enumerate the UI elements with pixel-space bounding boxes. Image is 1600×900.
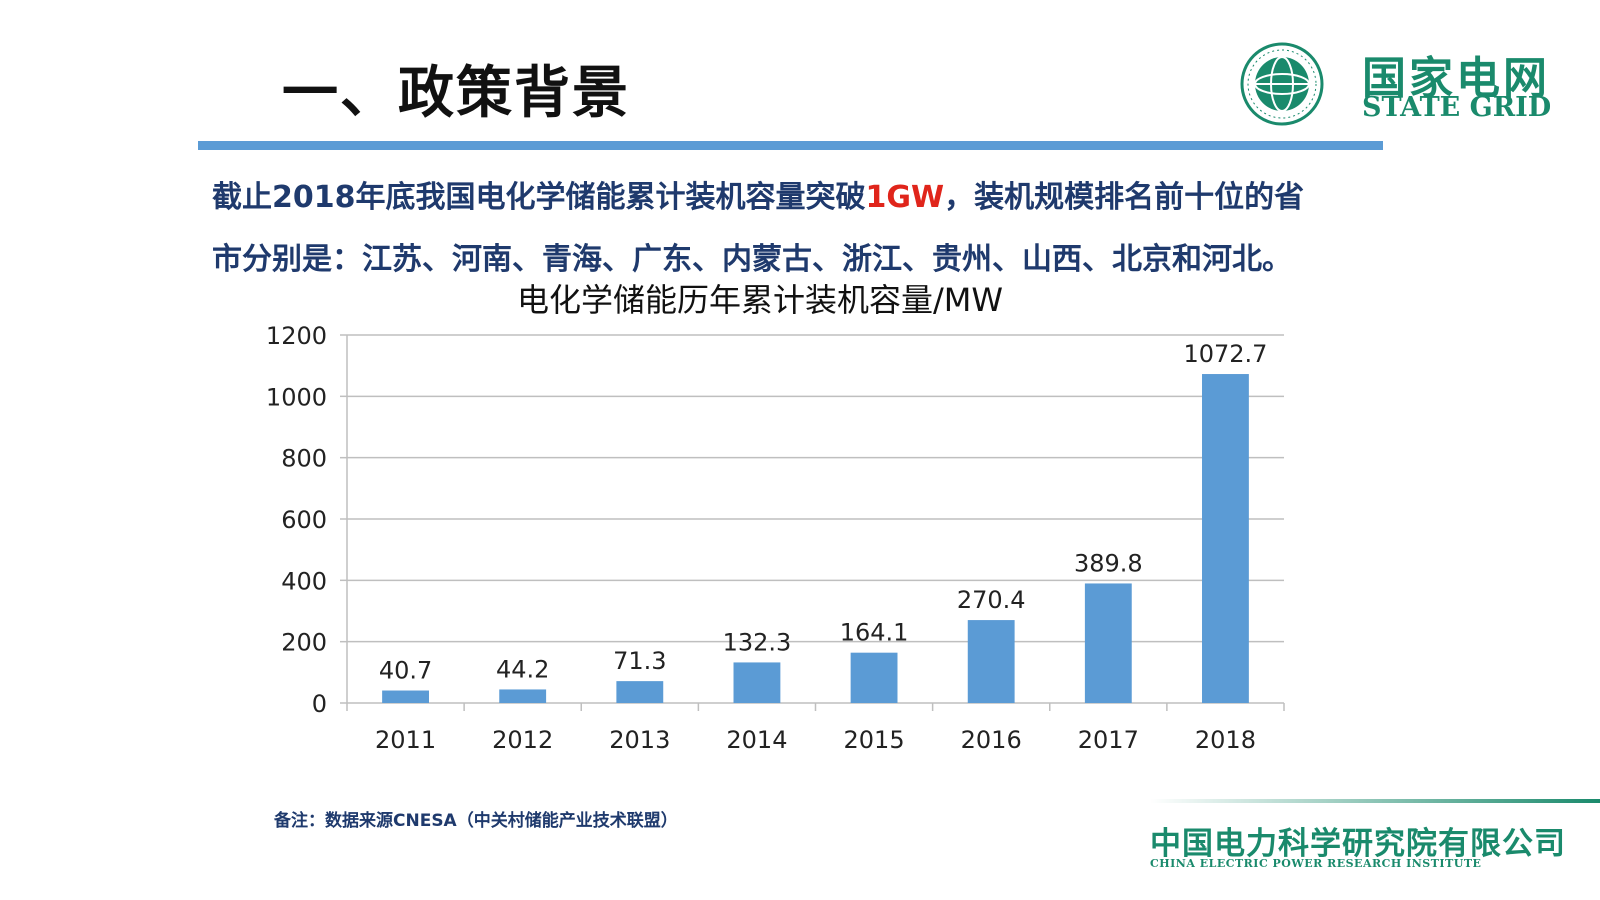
y-tick-label: 400 xyxy=(281,567,327,595)
bar-chart: 0 200 400 600 800 1000 1200 40.7 2011 44.2 2012 71.… xyxy=(266,325,1285,754)
statement-line-1: 截止2018年底我国电化学储能累计装机容量突破1GW，装机规模排名前十位的省 xyxy=(212,172,1442,216)
y-tick-label: 600 xyxy=(281,506,327,534)
footer-org-cn: 中国电力科学研究院有限公司 xyxy=(1150,826,1566,862)
bar xyxy=(733,662,781,703)
data-label: 1072.7 xyxy=(1183,340,1267,368)
y-tick-label: 0 xyxy=(312,690,327,718)
x-tick-label: 2018 xyxy=(1195,726,1256,754)
y-tick-label: 800 xyxy=(281,445,327,473)
x-tick-label: 2016 xyxy=(961,726,1022,754)
bar xyxy=(1084,583,1132,703)
footer-band xyxy=(1150,799,1600,803)
data-label: 164.1 xyxy=(840,619,909,647)
bar xyxy=(382,690,429,703)
data-label: 44.2 xyxy=(496,655,549,683)
chart-title: 电化学储能历年累计装机容量/MW xyxy=(516,281,1004,319)
bar xyxy=(616,681,664,703)
footer-org-en: CHINA ELECTRIC POWER RESEARCH INSTITUTE xyxy=(1150,857,1482,870)
statement-text: ，装机规模排名前十位的省 xyxy=(944,180,1305,215)
data-label: 71.3 xyxy=(613,647,666,675)
x-tick-label: 2013 xyxy=(609,726,670,754)
statement-highlight: 1GW xyxy=(865,180,945,215)
y-tick-label: 200 xyxy=(281,629,327,657)
bar xyxy=(967,620,1015,703)
title-divider xyxy=(198,141,1383,150)
data-source-note: 备注：数据来源CNESA（中关村储能产业技术联盟） xyxy=(274,811,678,831)
data-label: 270.4 xyxy=(957,586,1026,614)
x-tick-label: 2015 xyxy=(844,726,905,754)
statement-text: 截止2018年底我国电化学储能累计装机容量突破 xyxy=(212,180,866,215)
y-tick-label: 1000 xyxy=(266,383,327,411)
statement-line-2: 市分别是：江苏、河南、青海、广东、内蒙古、浙江、贵州、山西、北京和河北。 xyxy=(212,242,1292,277)
logo-name-en: STATE GRID xyxy=(1362,92,1552,123)
x-tick-label: 2011 xyxy=(375,726,436,754)
data-label: 40.7 xyxy=(379,657,432,685)
globe-emblem-icon xyxy=(1240,42,1324,126)
x-tick-label: 2012 xyxy=(492,726,553,754)
bar xyxy=(499,689,547,703)
bar xyxy=(1202,374,1249,703)
bar xyxy=(850,652,898,703)
state-grid-logo: 国家电网 STATE GRID xyxy=(1232,42,1562,126)
y-tick-label: 1200 xyxy=(266,325,327,350)
x-tick-label: 2014 xyxy=(726,726,787,754)
logo-name-cn: 国家电网 xyxy=(1362,53,1550,104)
slide-title: 一、政策背景 xyxy=(282,61,630,126)
data-label: 132.3 xyxy=(723,628,792,656)
data-label: 389.8 xyxy=(1074,549,1143,577)
x-tick-label: 2017 xyxy=(1078,726,1139,754)
